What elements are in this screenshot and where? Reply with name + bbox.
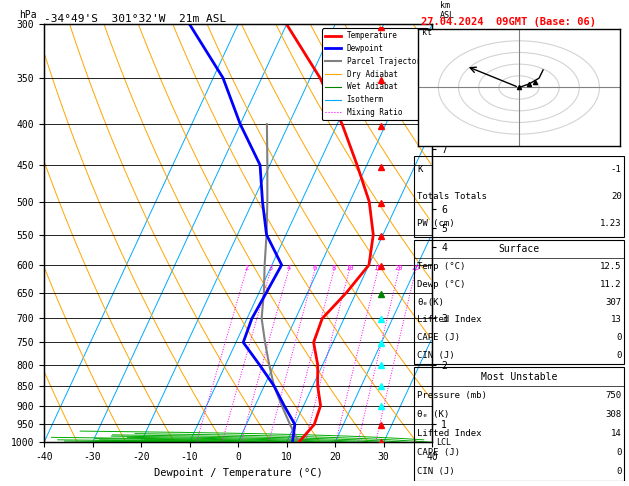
Text: 15: 15 [374, 265, 382, 271]
Text: Lifted Index: Lifted Index [418, 429, 482, 438]
Text: km
ASL: km ASL [440, 0, 455, 20]
Text: 25: 25 [411, 265, 420, 271]
Text: hPa: hPa [19, 10, 36, 20]
Legend: Temperature, Dewpoint, Parcel Trajectory, Dry Adiabat, Wet Adiabat, Isotherm, Mi: Temperature, Dewpoint, Parcel Trajectory… [322, 28, 428, 120]
Bar [414, 367, 624, 481]
Text: CAPE (J): CAPE (J) [418, 448, 460, 457]
Text: Lifted Index: Lifted Index [418, 315, 482, 324]
Text: Pressure (mb): Pressure (mb) [418, 391, 487, 400]
Text: 0: 0 [616, 448, 621, 457]
Text: 8: 8 [331, 265, 336, 271]
Text: 4: 4 [286, 265, 291, 271]
Text: 0: 0 [616, 350, 621, 360]
Text: LCL: LCL [436, 438, 451, 447]
Text: θₑ(K): θₑ(K) [418, 297, 444, 307]
Text: CIN (J): CIN (J) [418, 350, 455, 360]
Text: CAPE (J): CAPE (J) [418, 333, 460, 342]
Text: 750: 750 [606, 391, 621, 400]
Text: Most Unstable: Most Unstable [481, 372, 557, 382]
Bar [414, 485, 624, 486]
Text: 307: 307 [606, 297, 621, 307]
Text: 2: 2 [244, 265, 248, 271]
Text: 12.5: 12.5 [600, 262, 621, 271]
Text: 20: 20 [394, 265, 403, 271]
Text: 14: 14 [611, 429, 621, 438]
Text: Dewp (°C): Dewp (°C) [418, 280, 465, 289]
Text: -1: -1 [611, 165, 621, 174]
Text: 6: 6 [313, 265, 317, 271]
Text: kt: kt [422, 28, 432, 37]
X-axis label: Dewpoint / Temperature (°C): Dewpoint / Temperature (°C) [153, 468, 323, 478]
Text: K: K [418, 165, 423, 174]
Text: -34°49'S  301°32'W  21m ASL: -34°49'S 301°32'W 21m ASL [44, 14, 226, 23]
Text: Surface: Surface [498, 244, 540, 254]
Text: 0: 0 [616, 333, 621, 342]
Text: 20: 20 [611, 191, 621, 201]
Bar [414, 156, 624, 237]
Text: 10: 10 [345, 265, 353, 271]
Text: Temp (°C): Temp (°C) [418, 262, 465, 271]
Text: CIN (J): CIN (J) [418, 467, 455, 476]
Text: 11.2: 11.2 [600, 280, 621, 289]
Text: 13: 13 [611, 315, 621, 324]
Text: 0: 0 [616, 467, 621, 476]
Text: 3: 3 [269, 265, 272, 271]
Text: θₑ (K): θₑ (K) [418, 410, 450, 419]
Bar [414, 240, 624, 364]
Text: Totals Totals: Totals Totals [418, 191, 487, 201]
Text: 1.23: 1.23 [600, 219, 621, 228]
Text: PW (cm): PW (cm) [418, 219, 455, 228]
Text: 27.04.2024  09GMT (Base: 06): 27.04.2024 09GMT (Base: 06) [421, 17, 596, 27]
Text: 308: 308 [606, 410, 621, 419]
